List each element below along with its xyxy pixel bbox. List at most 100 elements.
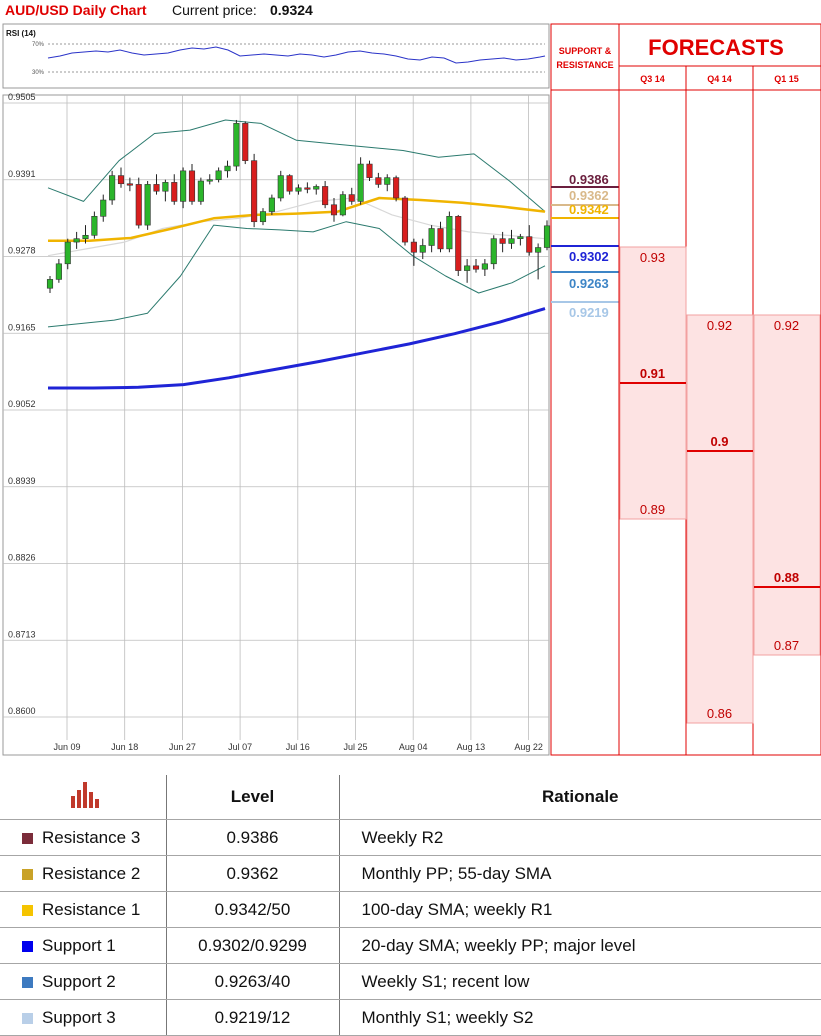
candle-body (464, 265, 471, 271)
candle-body (153, 184, 160, 192)
x-tick-label: Jul 16 (286, 742, 310, 752)
candle (55, 259, 62, 283)
candle-body (197, 180, 204, 202)
forecast-period-label: Q1 15 (774, 74, 799, 84)
y-axis: 0.9505 0.9391 0.9278 0.9165 0.9052 0.8939 0.88… (8, 92, 36, 716)
candle-body (446, 216, 453, 250)
sr-level-label: 0.9302 (569, 249, 609, 264)
price-label: Current price: (172, 2, 257, 18)
y-tick-label: 0.8826 (8, 553, 36, 563)
rationale-header: Rationale (339, 775, 821, 820)
candle-body (428, 228, 435, 246)
level-name: Resistance 3 (42, 827, 141, 847)
candle (481, 259, 488, 277)
rsi-30-label: 30% (32, 70, 45, 76)
forecast-period-label: Q3 14 (640, 74, 665, 84)
x-tick-label: Aug 22 (514, 742, 543, 752)
level-color-swatch (22, 832, 33, 844)
candle (330, 197, 338, 222)
candle (410, 238, 417, 266)
sma-100-line (48, 196, 546, 242)
candle-body (144, 184, 151, 226)
sr-header-line2: RESISTANCE (556, 60, 613, 70)
candle (339, 191, 346, 217)
table-row: Resistance 3 0.9386 Weekly R2 (0, 819, 821, 856)
forecast-mid-label: 0.91 (640, 366, 665, 381)
candle-body (472, 265, 480, 270)
candle-body (91, 216, 98, 236)
candle (224, 160, 231, 178)
forecast-range-bar (753, 314, 821, 656)
x-tick-label: Jun 27 (169, 742, 196, 752)
candle (304, 182, 311, 194)
table-row: Support 2 0.9263/40 Weekly S1; recent low (0, 963, 821, 1000)
level-color-swatch (22, 940, 33, 952)
level-rationale: Monthly S1; weekly S2 (339, 999, 821, 1036)
candle (100, 194, 107, 222)
x-tick-label: Aug 04 (399, 742, 428, 752)
candle-body (188, 170, 196, 202)
sma-200-line (48, 307, 546, 390)
candle-body (490, 238, 497, 265)
candle (82, 225, 89, 244)
candle-body (384, 177, 391, 185)
sr-level-label: 0.9263 (569, 276, 609, 291)
candles (46, 119, 551, 293)
level-value: 0.9302/0.9299 (166, 927, 340, 964)
candle (242, 121, 249, 165)
candle-body (437, 228, 444, 250)
candle (464, 259, 471, 283)
level-name: Support 1 (42, 935, 116, 955)
candle-body (322, 186, 329, 206)
x-axis: Jun 09 Jun 18 Jun 27 Jul 07 Jul 16 Jul 25 Aug … (53, 742, 542, 752)
candle-body (117, 175, 125, 185)
forecast-high-label: 0.92 (774, 318, 799, 333)
level-rationale: Weekly R2 (339, 819, 821, 856)
candle-body (82, 234, 89, 239)
level-color-swatch (22, 976, 33, 988)
candle (268, 194, 275, 215)
candle (446, 211, 453, 253)
candle (322, 181, 329, 209)
forecast-mid-label: 0.88 (774, 570, 799, 585)
level-header: Level (166, 775, 340, 820)
level-name-cell: Support 2 (0, 963, 167, 1000)
bollinger-lower-line (47, 221, 546, 328)
candle-body (46, 279, 54, 289)
candle-body (401, 197, 409, 243)
forecast-columns: Q3 14 0.93 0.91 0.89 Q4 14 0.92 0.9 0.86 Q1 15 0.… (619, 74, 821, 724)
candle (313, 184, 320, 195)
candle-body (100, 199, 107, 217)
level-rationale: 20-day SMA; weekly PP; major level (339, 927, 821, 964)
candle (286, 174, 293, 195)
candle-body (233, 123, 240, 167)
rsi-panel (2, 23, 550, 89)
candle (109, 170, 116, 205)
level-name: Resistance 1 (42, 899, 141, 919)
level-color-swatch (22, 904, 33, 916)
candle (437, 221, 444, 253)
candle (375, 172, 382, 188)
candle (543, 220, 551, 251)
y-tick-label: 0.8600 (8, 706, 36, 716)
candle-body (330, 204, 338, 216)
candle (472, 259, 480, 273)
level-color-swatch (22, 868, 33, 880)
candle-body (64, 241, 71, 265)
x-tick-label: Jun 18 (111, 742, 138, 752)
candle (490, 235, 497, 270)
x-tick-label: Jul 25 (343, 742, 367, 752)
x-tick-label: Jun 09 (53, 742, 80, 752)
candle-body (295, 187, 302, 192)
candle (348, 187, 355, 205)
bollinger-mid-line (47, 197, 546, 257)
forecast-range-bar (686, 314, 754, 724)
candle (215, 167, 222, 183)
y-tick-label: 0.9505 (8, 92, 36, 102)
rsi-70-label: 70% (32, 42, 45, 48)
candle-body (535, 247, 542, 253)
candle (251, 153, 258, 228)
bollinger-upper-line (47, 119, 546, 212)
candle-body (339, 194, 346, 216)
